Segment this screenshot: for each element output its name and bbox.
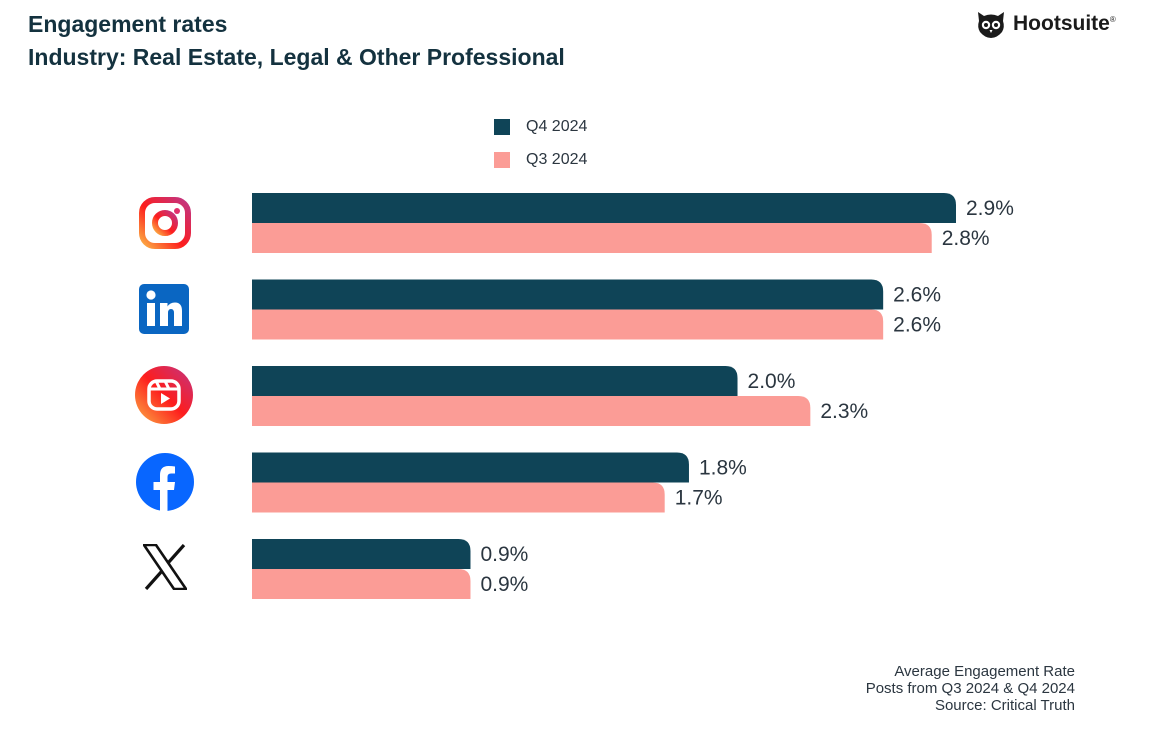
legend-swatch-q3 (494, 151, 510, 168)
owl-icon (978, 12, 1004, 38)
value-label-q4-2: 2.0% (748, 370, 796, 393)
value-label-q3-3: 1.7% (675, 487, 723, 510)
bar-q4-3 (252, 452, 689, 483)
bar-q3-4 (252, 569, 471, 599)
chart-subtitle: Industry: Real Estate, Legal & Other Pro… (28, 44, 565, 70)
bar-q4-0 (252, 193, 956, 223)
value-label-q3-2: 2.3% (820, 400, 868, 423)
legend-item-q3: Q3 2024 (494, 143, 587, 176)
value-label-q4-0: 2.9% (966, 197, 1014, 220)
bar-q4-1 (252, 279, 884, 310)
chart-title: Engagement rates (28, 11, 228, 37)
chart-footnote: Average Engagement Rate Posts from Q3 20… (866, 663, 1075, 714)
bar-q3-1 (252, 309, 884, 340)
facebook-icon (136, 453, 194, 516)
linkedin-icon (139, 284, 189, 339)
legend-label-q4: Q4 2024 (526, 117, 588, 135)
legend-swatch-q4 (494, 118, 510, 135)
footnote-metric: Average Engagement Rate (894, 663, 1075, 680)
value-label-q3-0: 2.8% (942, 227, 990, 250)
bar-q3-2 (252, 396, 811, 426)
x-icon (142, 543, 188, 595)
footnote-source: Source: Critical Truth (934, 697, 1075, 714)
bar-q4-2 (252, 366, 738, 396)
bar-q4-4 (252, 539, 471, 569)
legend-item-q4: Q4 2024 (494, 110, 587, 143)
value-label-q3-1: 2.6% (893, 314, 941, 337)
value-label-q4-3: 1.8% (699, 457, 747, 480)
value-label-q4-1: 2.6% (893, 284, 941, 307)
value-label-q4-4: 0.9% (480, 543, 528, 566)
bar-q3-3 (252, 482, 665, 513)
value-label-q3-4: 0.9% (480, 573, 528, 596)
hootsuite-logo: Hootsuite® (975, 9, 1116, 39)
bar-q3-0 (252, 223, 932, 253)
footnote-period: Posts from Q3 2024 & Q4 2024 (865, 680, 1075, 697)
legend: Q4 2024 Q3 2024 (494, 110, 587, 176)
brand-name: Hootsuite® (1013, 12, 1116, 35)
legend-label-q3: Q3 2024 (526, 150, 588, 168)
instagram-icon (139, 197, 191, 254)
instagram-reels-icon (135, 366, 193, 429)
